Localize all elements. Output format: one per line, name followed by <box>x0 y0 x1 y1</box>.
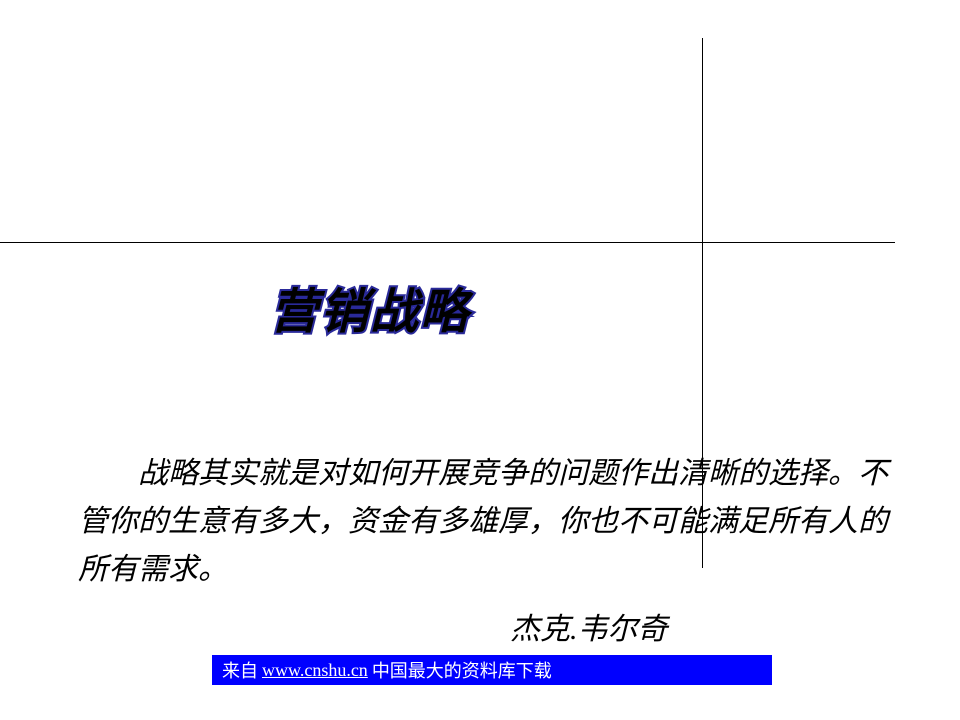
divider-horizontal <box>0 242 895 243</box>
quote-body: 战略其实就是对如何开展竞争的问题作出清晰的选择。不管你的生意有多大，资金有多雄厚… <box>78 450 888 594</box>
footer-bar: 来自 www.cnshu.cn 中国最大的资料库下载 <box>212 655 772 685</box>
footer-prefix: 来自 <box>222 657 258 683</box>
footer-suffix: 中国最大的资料库下载 <box>372 657 552 683</box>
footer-link[interactable]: www.cnshu.cn <box>262 660 368 681</box>
slide: 营销战略 营销战略 战略其实就是对如何开展竞争的问题作出清晰的选择。不管你的生意… <box>0 0 960 720</box>
quote-author: 杰克.韦尔奇 <box>510 604 668 648</box>
slide-title-fill: 营销战略 <box>270 272 470 342</box>
